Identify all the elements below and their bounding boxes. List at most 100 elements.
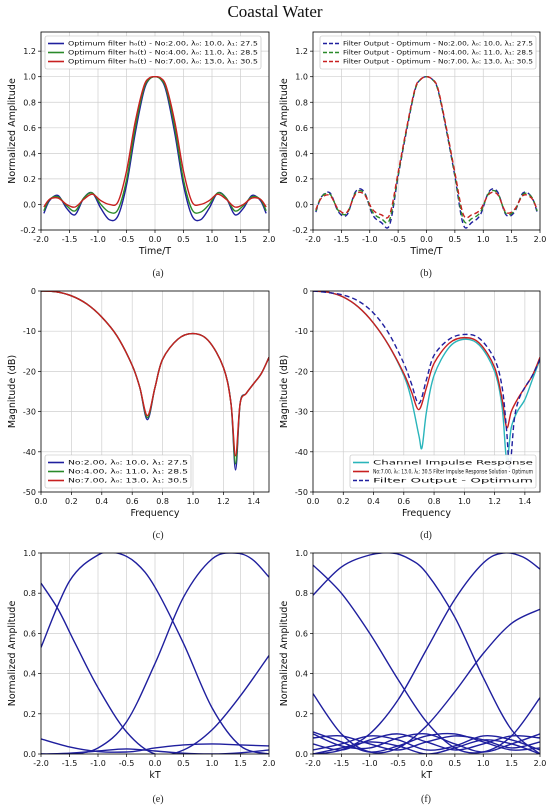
x-tick-label-f-0: -2.0 — [305, 759, 321, 768]
x-tick-label-d-7: 1.4 — [518, 497, 531, 506]
x-tick-label-d-1: 0.2 — [337, 497, 350, 506]
x-tick-label-c-4: 0.8 — [156, 497, 169, 506]
y-axis-label-f: Normalized Amplitude — [279, 601, 290, 707]
legend-label-b-0: Filter Output - Optimum - No:2.00, λ₀: 1… — [343, 41, 533, 48]
series-line-f-0 — [313, 553, 540, 754]
legend-d: Channel Impulse Response No:7.00, λ₀: 13.… — [349, 454, 537, 489]
y-tick-label-a-1: 0.0 — [23, 200, 36, 209]
y-tick-label-f-0: 0.0 — [295, 750, 308, 759]
series-line-a-2 — [43, 75, 267, 208]
x-tick-label-e-5: 0.5 — [177, 759, 190, 768]
x-tick-label-d-6: 1.2 — [488, 497, 501, 506]
x-tick-label-c-3: 0.6 — [126, 497, 139, 506]
x-tick-label-b-6: 1.0 — [477, 235, 490, 244]
y-tick-label-e-0: 0.0 — [23, 750, 36, 759]
y-axis-label-c: Magnitude (dB) — [7, 355, 18, 428]
y-tick-label-a-4: 0.6 — [23, 124, 36, 133]
caption-e: (e) — [152, 794, 164, 805]
page-title: Coastal Water — [227, 2, 323, 21]
legend-label-c-2: No:7.00, λ₀: 13.0, λ₁: 30.5 — [68, 478, 188, 485]
x-tick-label-a-7: 1.5 — [234, 235, 247, 244]
x-tick-label-f-7: 1.5 — [505, 759, 518, 768]
y-tick-label-e-2: 0.4 — [23, 670, 36, 679]
caption-c: (c) — [152, 530, 164, 541]
chart-a: -2.0 -1.5 -1.0 -0.5 0.0 0.5 1.0 1.5 2.0 -0.2 0.0 0.… — [7, 31, 276, 257]
y-tick-label-f-2: 0.4 — [295, 670, 308, 679]
legend-box-b — [319, 35, 537, 70]
x-tick-label-e-4: 0.0 — [149, 759, 162, 768]
y-tick-label-a-2: 0.2 — [23, 175, 36, 184]
series-line-c-0 — [41, 291, 269, 471]
series-line-e-2 — [41, 582, 269, 754]
x-tick-label-e-6: 1.0 — [206, 759, 219, 768]
y-tick-label-a-0: -0.2 — [20, 226, 36, 235]
x-tick-label-e-3: -0.5 — [119, 759, 135, 768]
x-tick-label-b-0: -2.0 — [305, 235, 321, 244]
x-tick-label-a-8: 2.0 — [263, 235, 276, 244]
x-tick-label-f-5: 0.5 — [449, 759, 462, 768]
y-tick-label-b-1: 0.0 — [295, 200, 308, 209]
x-tick-label-f-3: -0.5 — [390, 759, 406, 768]
x-axis-label-f: kT — [421, 770, 433, 781]
legend-label-d-0: Channel Impulse Response — [373, 460, 533, 467]
x-tick-label-e-2: -1.0 — [90, 759, 106, 768]
series-line-f-9 — [313, 739, 540, 754]
x-tick-label-a-5: 0.5 — [177, 235, 190, 244]
x-tick-label-c-6: 1.2 — [217, 497, 230, 506]
legend-label-b-2: Filter Output - Optimum - No:7.00, λ₀: 1… — [343, 59, 533, 66]
x-tick-label-c-1: 0.2 — [65, 497, 78, 506]
x-tick-label-f-6: 1.0 — [477, 759, 490, 768]
y-tick-label-d-2: -20 — [295, 367, 308, 376]
y-tick-label-b-2: 0.2 — [295, 175, 308, 184]
plot-frame-c — [40, 290, 270, 493]
x-tick-label-f-8: 2.0 — [534, 759, 547, 768]
x-tick-label-a-3: -0.5 — [119, 235, 135, 244]
x-tick-label-a-6: 1.0 — [206, 235, 219, 244]
x-tick-label-c-2: 0.4 — [95, 497, 108, 506]
x-tick-label-b-5: 0.5 — [449, 235, 462, 244]
x-tick-label-f-1: -1.5 — [334, 759, 350, 768]
y-axis-label-b: Normalized Amplitude — [279, 78, 290, 184]
y-tick-label-c-2: -20 — [23, 367, 36, 376]
caption-f: (f) — [421, 794, 431, 805]
x-tick-label-b-2: -1.0 — [362, 235, 378, 244]
legend-label-c-0: No:2.00, λ₀: 10.0, λ₁: 27.5 — [68, 460, 188, 467]
y-tick-label-b-3: 0.4 — [295, 149, 308, 158]
series-line-e-3 — [41, 738, 269, 753]
y-tick-label-c-4: -40 — [23, 448, 36, 457]
y-tick-label-e-5: 1.0 — [23, 549, 36, 558]
x-axis-label-e: kT — [149, 770, 161, 781]
y-tick-label-c-1: -10 — [23, 327, 36, 336]
x-tick-label-d-0: 0.0 — [307, 497, 320, 506]
x-tick-label-a-4: 0.0 — [149, 235, 162, 244]
legend-box-d — [349, 454, 537, 489]
legend-b: Filter Output - Optimum - No:2.00, λ₀: 1… — [319, 35, 537, 70]
series-line-c-1 — [41, 291, 269, 465]
y-tick-label-b-6: 1.0 — [295, 73, 308, 82]
x-tick-label-a-1: -1.5 — [62, 235, 78, 244]
chart-e: -2.0 -1.5 -1.0 -0.5 0.0 0.5 1.0 1.5 2.0 0.0 0.2 0.4… — [7, 549, 275, 781]
legend-label-a-2: Optimum filter h₀(t) - No:7.00, λ₀: 13.0… — [68, 59, 258, 66]
series-line-f-8 — [313, 732, 540, 753]
legend-label-d-2: Filter Output - Optimum — [373, 478, 533, 485]
x-tick-label-e-0: -2.0 — [33, 759, 49, 768]
series-line-c-2 — [41, 291, 269, 457]
y-tick-label-d-5: -50 — [295, 488, 308, 497]
x-tick-label-d-2: 0.4 — [367, 497, 380, 506]
legend-box-a — [44, 35, 262, 70]
y-axis-label-a: Normalized Amplitude — [7, 78, 18, 184]
caption-b: (b) — [420, 268, 432, 279]
y-tick-label-b-7: 1.2 — [295, 47, 308, 56]
series-line-f-7 — [313, 734, 540, 751]
x-tick-label-c-0: 0.0 — [35, 497, 48, 506]
legend-label-a-1: Optimum filter h₀(t) - No:4.00, λ₀: 11.0… — [68, 50, 258, 57]
x-tick-label-b-3: -0.5 — [390, 235, 406, 244]
x-tick-label-e-7: 1.5 — [234, 759, 247, 768]
series-line-d-2 — [313, 291, 540, 469]
y-tick-label-f-5: 1.0 — [295, 549, 308, 558]
caption-a: (a) — [152, 268, 164, 279]
x-tick-label-b-7: 1.5 — [505, 235, 518, 244]
y-tick-label-f-4: 0.8 — [295, 589, 308, 598]
